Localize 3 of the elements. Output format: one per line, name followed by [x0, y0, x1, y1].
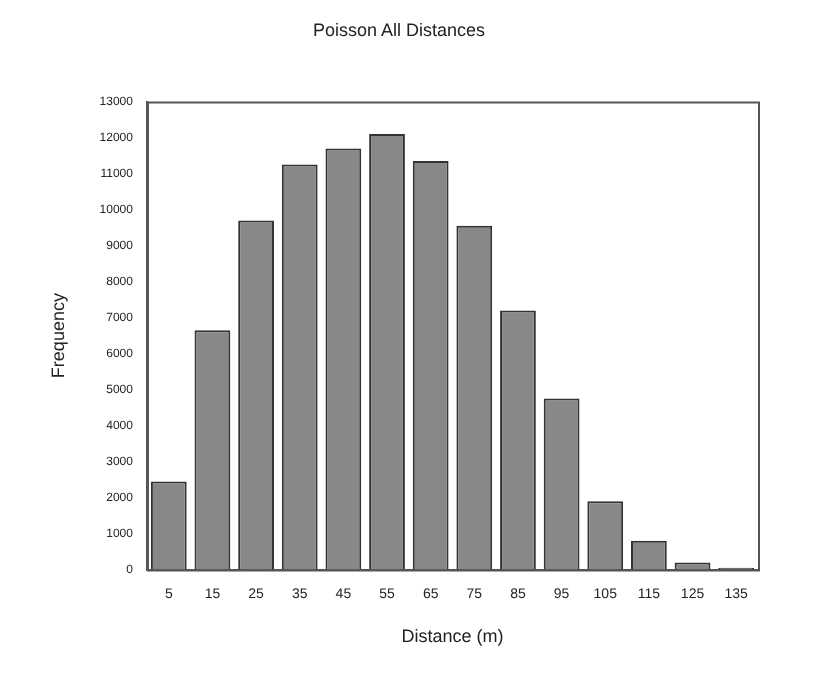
y-axis-title: Frequency	[47, 292, 68, 379]
x-axis-title: Distance (m)	[401, 626, 504, 647]
chart-title: Poisson All Distances	[312, 19, 487, 40]
